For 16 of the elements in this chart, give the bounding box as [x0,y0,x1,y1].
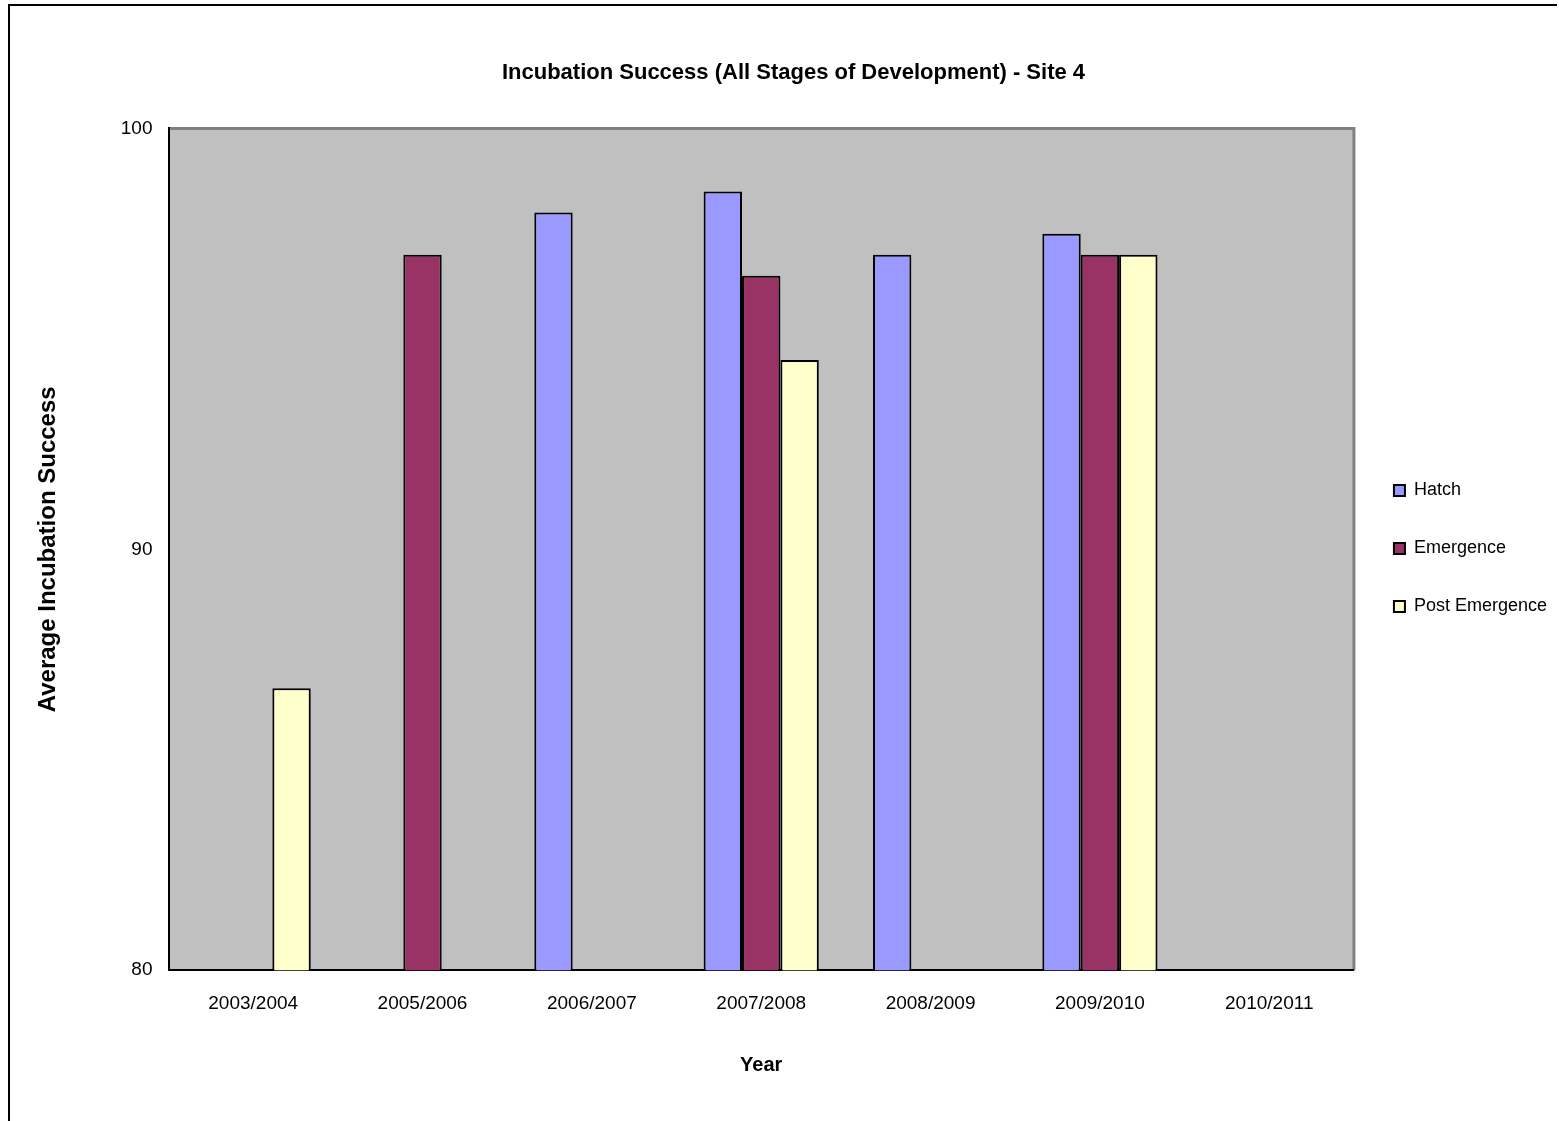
y-tick-label: 100 [120,116,153,138]
x-tick-label: 2008/2009 [885,991,976,1013]
x-tick-label: 2009/2010 [1055,991,1145,1013]
x-tick-label: 2010/2011 [1225,991,1314,1013]
x-tick-label: 2003/2004 [208,991,299,1013]
y-tick-label: 80 [131,958,153,980]
y-axis-title: Average Incubation Success [33,386,61,713]
chart-title: Incubation Success (All Stages of Development) - Site 4 [501,59,1086,85]
x-axis-title: Year [740,1052,783,1075]
x-tick-label: 2005/2006 [377,991,468,1013]
x-tick-label: 2006/2007 [546,991,637,1013]
y-tick-label: 90 [131,537,153,559]
legend-label: Hatch [1413,479,1461,500]
x-tick-label: 2007/2008 [716,991,807,1013]
legend-label: Post Emergence [1413,595,1548,616]
legend-label: Emergence [1413,537,1506,558]
